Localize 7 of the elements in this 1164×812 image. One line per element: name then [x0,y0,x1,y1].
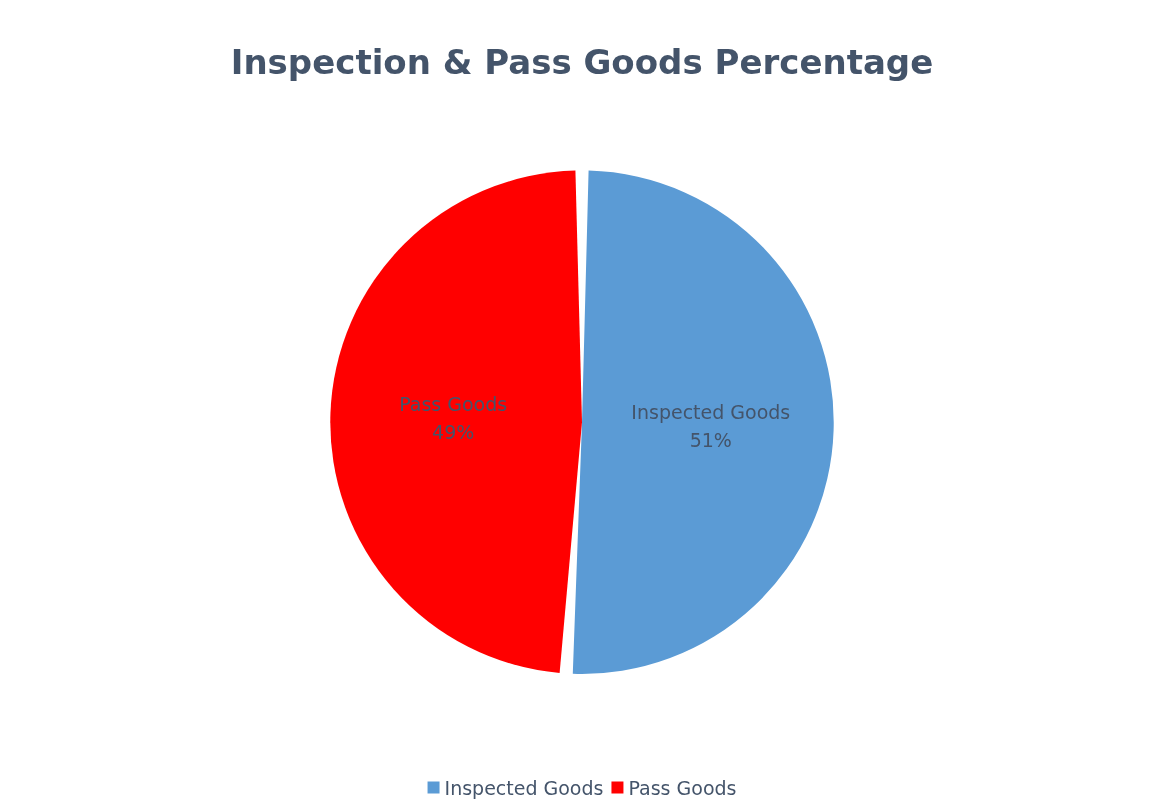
legend-label: Inspected Goods [444,776,604,799]
chart-title: Inspection & Pass Goods Percentage [230,42,934,82]
slice-label: Inspected Goods [631,401,791,424]
slice-label: Pass Goods [399,393,508,416]
data-label: 51% [689,429,732,452]
legend-label: Pass Goods [628,776,737,799]
data-label: 49% [432,421,475,444]
